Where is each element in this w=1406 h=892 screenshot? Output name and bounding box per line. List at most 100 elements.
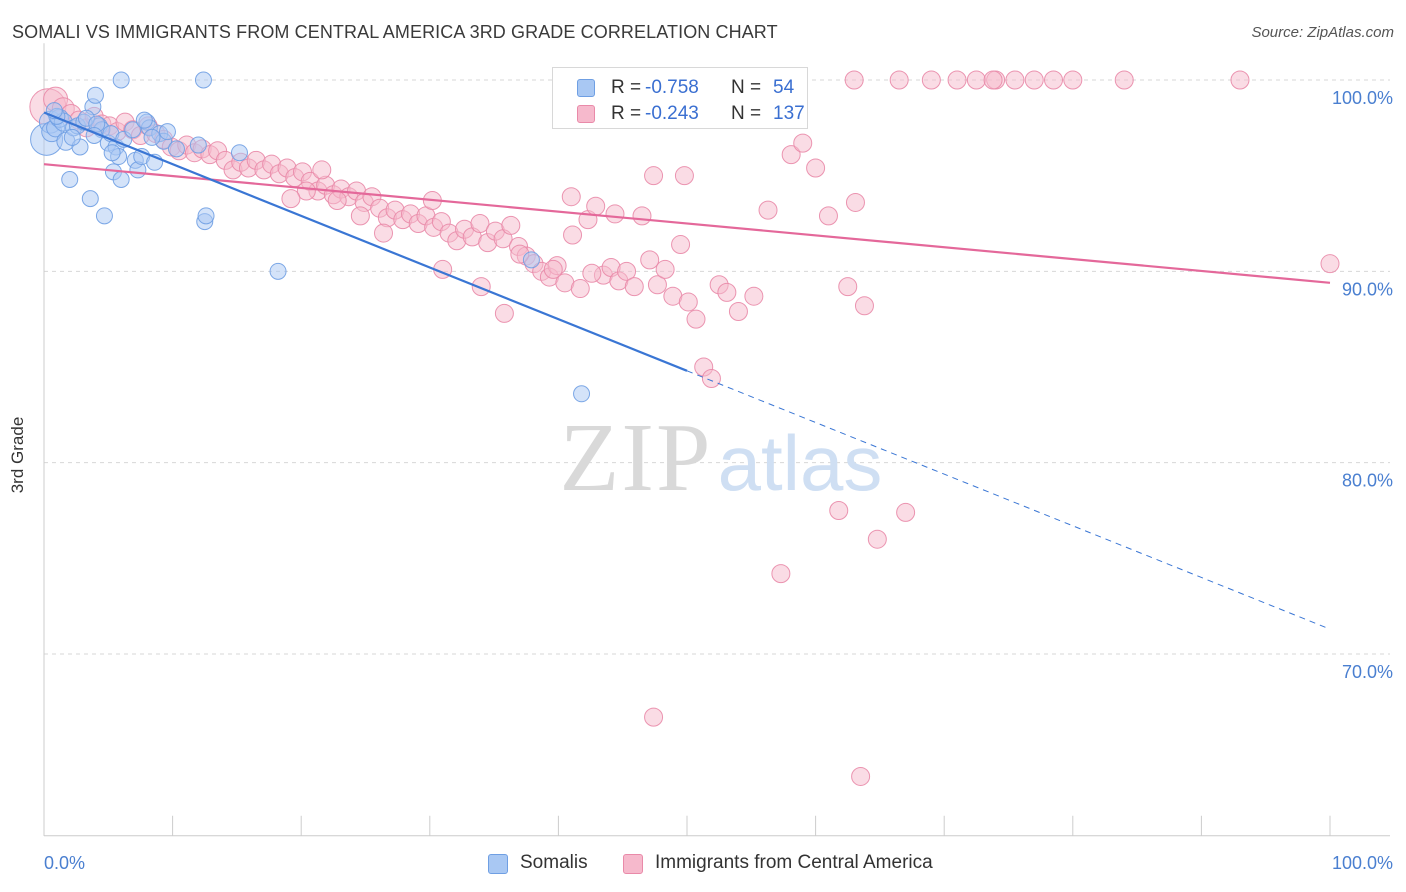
central-america-point — [966, 70, 986, 90]
somalis-point — [197, 207, 215, 225]
somalis-trendline-extension — [686, 370, 1331, 630]
r-label: R = — [611, 77, 642, 98]
central-america-point — [674, 166, 694, 186]
central-america-point — [829, 501, 849, 520]
central-america-point — [647, 275, 667, 295]
watermark: ZIP atlas — [560, 404, 883, 512]
central-america-point — [1114, 70, 1134, 90]
central-america-point — [350, 206, 370, 226]
central-america-point — [678, 292, 698, 312]
central-america-point — [947, 70, 967, 90]
central-america-point — [617, 261, 637, 281]
central-america-point — [758, 200, 778, 220]
central-america-point — [644, 707, 664, 727]
somalis-points — [30, 71, 591, 403]
central-america-point — [374, 223, 394, 243]
central-america-point — [470, 214, 490, 233]
central-america-point — [818, 206, 838, 226]
n-value: 54 — [773, 77, 795, 98]
central-america-point — [771, 564, 791, 584]
somalis-point — [189, 136, 207, 154]
central-america-point — [806, 158, 826, 178]
central-america-point — [1320, 254, 1340, 274]
central-america-point — [563, 225, 583, 245]
y-tick-label: 100.0% — [1332, 88, 1393, 108]
somalis-point — [86, 86, 104, 104]
y-tick-label: 70.0% — [1342, 662, 1393, 682]
somalis-swatch — [577, 79, 595, 97]
somalis-point — [63, 128, 81, 146]
somalis-point — [112, 170, 130, 188]
stats-box: R = -0.758 N = 54 R = -0.243 N = 137 — [552, 67, 808, 129]
central-america-point — [312, 160, 332, 180]
central-america-point — [1044, 70, 1064, 90]
central-america-point — [921, 70, 941, 90]
tick-labels: 70.0% 80.0% 90.0% 100.0% 0.0% 100.0% — [44, 88, 1393, 873]
central-america-point — [586, 196, 606, 216]
central-america-point — [1024, 70, 1044, 90]
somalis-point — [158, 123, 176, 141]
somalis-point — [269, 262, 287, 280]
chart-title: SOMALI VS IMMIGRANTS FROM CENTRAL AMERIC… — [12, 22, 778, 42]
n-value: 137 — [773, 103, 805, 124]
r-value: -0.758 — [645, 77, 699, 98]
somalis-point — [112, 71, 130, 89]
central-america-point — [983, 70, 1003, 90]
y-tick-label: 90.0% — [1342, 279, 1393, 299]
central-america-point — [851, 766, 871, 786]
watermark-zip: ZIP — [560, 404, 713, 512]
central-america-point — [644, 166, 664, 186]
central-america-swatch — [623, 854, 643, 874]
x-tick-label: 100.0% — [1332, 853, 1393, 873]
central-america-point — [686, 309, 706, 329]
somalis-point — [522, 251, 540, 269]
central-america-point — [632, 206, 652, 226]
somalis-point — [95, 207, 113, 225]
y-tick-label: 80.0% — [1342, 471, 1393, 491]
legend-label: Immigrants from Central America — [655, 852, 933, 873]
trendlines — [43, 111, 1331, 630]
central-america-point — [327, 191, 347, 211]
n-label: N = — [731, 77, 762, 98]
central-america-point — [896, 502, 916, 522]
central-america-trendline — [43, 163, 1331, 284]
central-america-point — [494, 303, 514, 323]
central-america-point — [561, 187, 581, 207]
central-america-point — [844, 70, 864, 90]
central-america-point — [1230, 70, 1250, 90]
central-america-point — [543, 259, 563, 279]
central-america-swatch — [577, 105, 595, 123]
somalis-point — [194, 71, 212, 89]
somalis-point — [81, 190, 99, 208]
central-america-point — [889, 70, 909, 90]
central-america-point — [867, 529, 887, 549]
r-label: R = — [611, 103, 642, 124]
central-america-point — [701, 368, 721, 388]
grid — [44, 79, 1390, 655]
somalis-point — [230, 144, 248, 162]
central-america-point — [793, 133, 813, 153]
central-america-point — [1063, 70, 1083, 90]
somalis-trendline — [43, 111, 688, 372]
central-america-point — [671, 235, 691, 255]
somalis-point — [103, 144, 121, 162]
central-america-point — [501, 215, 521, 235]
central-america-point — [728, 302, 748, 322]
central-america-point — [744, 286, 764, 306]
legend: Somalis Immigrants from Central America — [0, 852, 1406, 878]
somalis-swatch — [488, 854, 508, 874]
n-label: N = — [731, 103, 762, 124]
central-america-point — [655, 259, 675, 279]
axes — [43, 43, 1390, 837]
r-value: -0.243 — [645, 103, 699, 124]
somalis-point — [124, 121, 142, 139]
central-america-point — [296, 181, 316, 201]
central-america-point — [717, 282, 737, 302]
somalis-point — [135, 111, 153, 129]
x-tick-label: 0.0% — [44, 853, 85, 873]
somalis-point — [61, 170, 79, 188]
central-america-point — [781, 145, 801, 165]
central-america-point — [570, 279, 590, 299]
somalis-point — [573, 385, 591, 403]
